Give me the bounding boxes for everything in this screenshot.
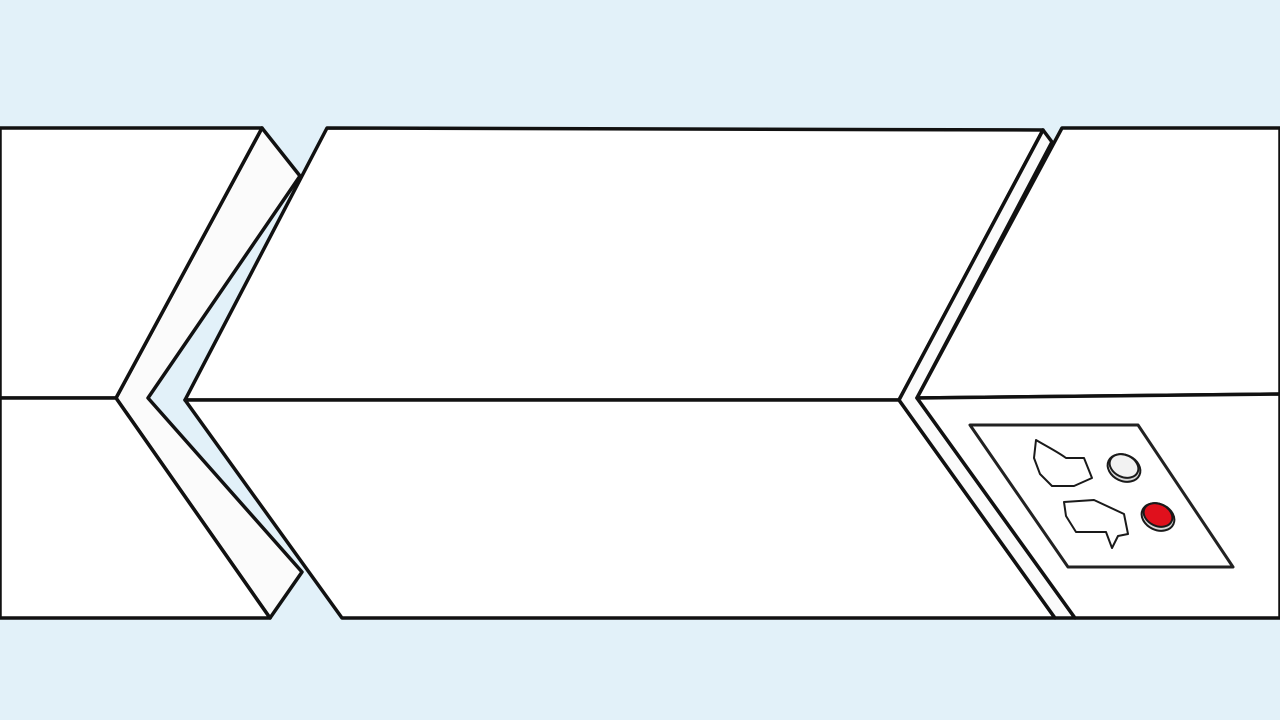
middle-block-top-face (183, 126, 1045, 402)
left-block-front-face (0, 396, 272, 620)
vote-control-panel (968, 423, 1235, 569)
thumbs-down-button[interactable] (1137, 498, 1179, 536)
thumbs-down-button-cap (1142, 502, 1174, 528)
thumbs-up-button-cap (1108, 453, 1140, 479)
thumbs-up-button[interactable] (1103, 449, 1145, 487)
right-block-top-face (915, 126, 1280, 400)
vote-buttons (1103, 449, 1179, 536)
thumbs-up-icon (1033, 439, 1093, 487)
middle-block (183, 126, 1057, 620)
thumbs-down-icon (1063, 499, 1129, 549)
left-block (0, 126, 304, 620)
